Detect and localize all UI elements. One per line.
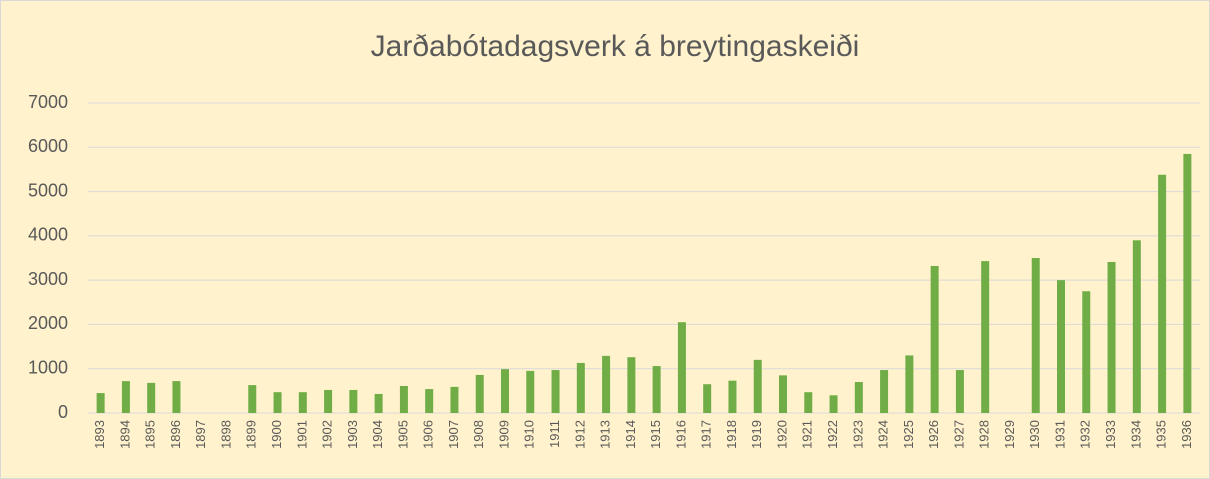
y-tick-label: 0 (58, 402, 68, 422)
bar (374, 393, 383, 413)
bar (96, 393, 105, 413)
bar (981, 261, 990, 413)
bar (1031, 258, 1040, 413)
bar (501, 369, 509, 413)
bar (1107, 261, 1116, 413)
x-tick-label: 1921 (800, 420, 815, 449)
y-tick-label: 2000 (28, 313, 68, 333)
bar (147, 382, 156, 413)
bar (273, 392, 282, 413)
x-tick-label: 1897 (193, 420, 208, 449)
bar (248, 385, 257, 413)
x-tick-label: 1906 (421, 420, 436, 449)
bar (779, 375, 787, 413)
x-tick-label: 1911 (547, 420, 562, 448)
y-tick-label: 7000 (28, 92, 68, 112)
x-tick-label: 1914 (623, 420, 638, 449)
bar (121, 381, 130, 413)
bar (652, 366, 661, 413)
bar (349, 389, 358, 413)
chart-title: Jarðabótadagsverk á breytingaskeiði (371, 30, 860, 63)
x-tick-label: 1933 (1103, 420, 1118, 449)
x-tick-label: 1908 (471, 420, 486, 449)
bar (829, 395, 838, 413)
bar (1082, 291, 1091, 413)
x-tick-label: 1899 (244, 420, 259, 449)
x-tick-label: 1898 (218, 420, 233, 449)
x-tick-label: 1932 (1078, 420, 1093, 449)
bar (324, 389, 333, 413)
x-tick-label: 1928 (977, 420, 992, 449)
bar (1132, 240, 1141, 413)
x-tick-label: 1912 (572, 420, 587, 449)
x-tick-label: 1900 (269, 420, 284, 449)
bar (551, 370, 560, 413)
x-tick-label: 1907 (446, 420, 461, 449)
x-tick-label: 1915 (648, 420, 663, 449)
bar (728, 380, 737, 413)
x-tick-label: 1910 (522, 420, 537, 449)
bar (298, 392, 307, 413)
x-tick-label: 1920 (774, 420, 789, 449)
bar (955, 370, 964, 413)
x-tick-label: 1917 (699, 420, 714, 449)
bar (854, 382, 863, 413)
y-tick-label: 5000 (28, 180, 68, 200)
x-tick-label: 1902 (320, 420, 335, 449)
x-tick-label: 1924 (876, 420, 891, 449)
x-tick-label: 1913 (598, 420, 613, 449)
x-tick-label: 1903 (345, 420, 360, 449)
x-tick-label: 1918 (724, 420, 739, 449)
x-tick-label: 1936 (1179, 420, 1194, 449)
x-tick-label: 1901 (294, 420, 309, 449)
bar (425, 389, 434, 413)
x-tick-label: 1927 (951, 420, 966, 449)
x-tick-label: 1929 (1002, 420, 1017, 449)
x-tick-label: 1919 (749, 420, 764, 449)
bar (930, 265, 939, 413)
bar (677, 322, 686, 413)
x-tick-label: 1896 (168, 420, 183, 449)
bar (576, 362, 585, 413)
bar (703, 384, 712, 413)
bar (475, 374, 484, 413)
bar (627, 357, 636, 413)
x-tick-label: 1923 (850, 420, 865, 449)
bar (880, 370, 889, 413)
x-tick-label: 1904 (370, 420, 385, 449)
x-tick-label: 1926 (926, 420, 941, 449)
bar (602, 355, 611, 413)
x-tick-label: 1922 (825, 420, 840, 449)
x-tick-label: 1925 (901, 420, 916, 449)
x-tick-label: 1916 (673, 420, 688, 449)
y-tick-label: 4000 (28, 225, 68, 245)
bar (1183, 153, 1192, 413)
bar (526, 370, 535, 413)
y-tick-label: 1000 (28, 357, 68, 377)
x-tick-label: 1931 (1052, 420, 1067, 449)
y-tick-label: 6000 (28, 136, 68, 156)
x-tick-label: 1894 (117, 420, 132, 449)
x-tick-label: 1909 (496, 420, 511, 449)
bar (1158, 174, 1167, 413)
bar (450, 386, 459, 413)
x-tick-label: 1930 (1027, 420, 1042, 449)
bar (905, 355, 914, 413)
bar (804, 392, 813, 413)
x-tick-label: 1935 (1154, 420, 1169, 449)
x-tick-label: 1905 (395, 420, 410, 449)
bar (399, 385, 408, 413)
bar (172, 381, 181, 413)
bar (1057, 280, 1065, 413)
x-tick-label: 1895 (143, 420, 158, 449)
bar (753, 359, 762, 413)
y-tick-label: 3000 (28, 269, 68, 289)
x-tick-label: 1934 (1128, 420, 1143, 449)
x-tick-label: 1893 (92, 420, 107, 449)
